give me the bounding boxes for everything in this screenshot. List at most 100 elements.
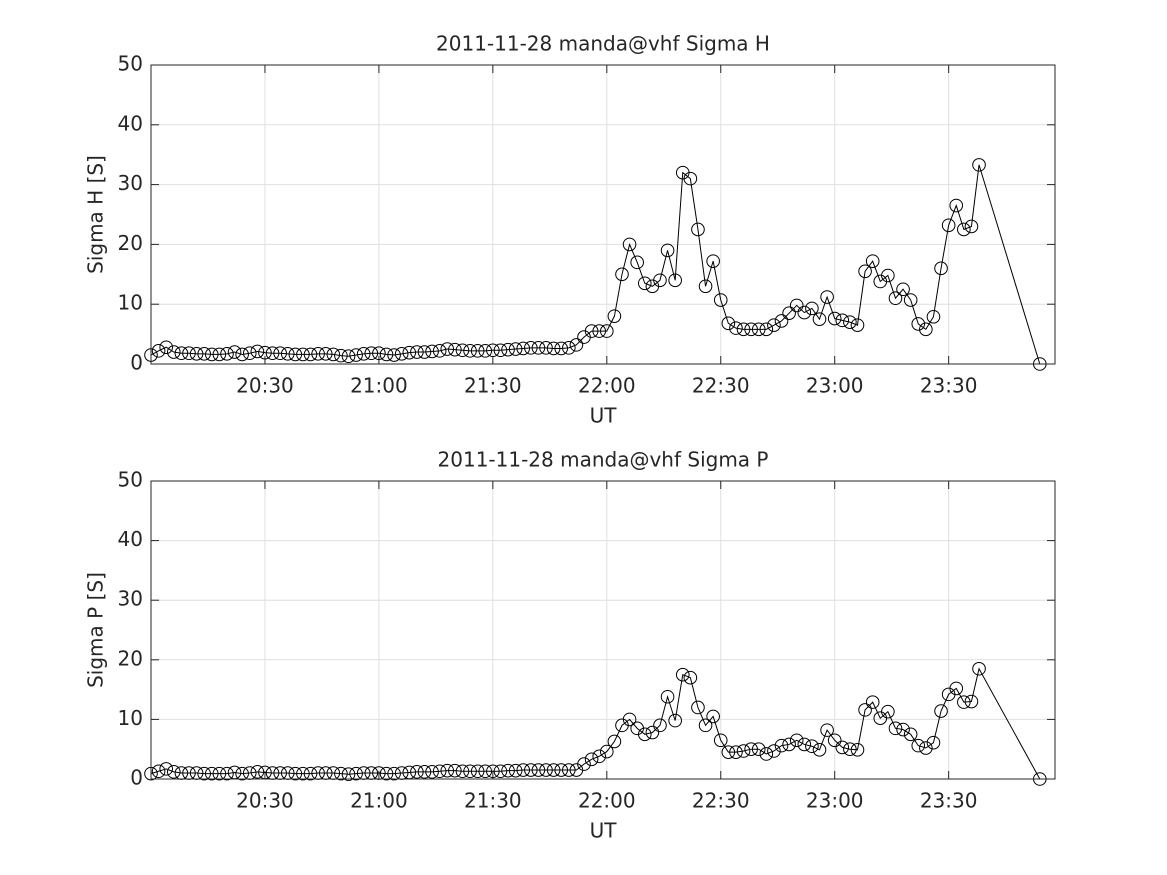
data-point (478, 764, 493, 779)
data-point (531, 763, 546, 777)
data-point (926, 735, 941, 750)
y-tick-label: 30 (118, 587, 143, 611)
data-point (820, 290, 834, 304)
data-point (440, 763, 455, 778)
data-point (835, 740, 850, 755)
data-point (493, 343, 508, 358)
data-point (660, 243, 675, 258)
y-axis-label: Sigma P [S] (84, 572, 108, 688)
data-point (744, 742, 758, 757)
data-point (850, 318, 865, 332)
data-point (744, 322, 758, 337)
data-point (592, 324, 607, 338)
data-point (455, 343, 470, 358)
data-point (957, 222, 971, 237)
data-point (949, 681, 964, 696)
y-tick-label: 30 (118, 171, 143, 195)
data-point (599, 324, 614, 338)
data-point (881, 268, 895, 283)
y-axis-label: Sigma H [S] (84, 155, 108, 274)
data-point (516, 341, 531, 356)
chart-title: 2011-11-28 manda@vhf Sigma H (436, 32, 770, 56)
data-point (318, 347, 333, 361)
data-point (455, 764, 470, 779)
data-point (698, 279, 713, 294)
data-point (531, 341, 546, 355)
data-point (463, 764, 477, 779)
data-point (394, 347, 409, 361)
data-point (888, 291, 903, 306)
data-line (150, 667, 1041, 780)
data-point (288, 347, 303, 362)
data-point (273, 346, 287, 361)
data-point (706, 709, 720, 724)
data-point (653, 718, 667, 733)
data-point (903, 727, 918, 742)
data-point (258, 345, 272, 360)
axes-box (150, 64, 1056, 365)
x-axis-label: UT (590, 404, 618, 428)
data-point (896, 722, 910, 737)
data-point (919, 322, 933, 337)
data-point (364, 346, 379, 361)
data-point (713, 293, 728, 307)
y-tick-label: 10 (118, 291, 143, 315)
data-point (470, 764, 485, 779)
data-point (265, 346, 280, 361)
data-point (751, 322, 766, 337)
data-point (782, 306, 796, 320)
y-tick-label: 40 (118, 527, 143, 551)
data-point (501, 763, 515, 778)
data-point (493, 764, 508, 779)
data-point (850, 742, 865, 757)
data-point (736, 744, 751, 758)
y-tick-label: 20 (118, 646, 143, 670)
data-point (524, 763, 538, 777)
data-point (174, 346, 189, 361)
data-point (820, 723, 834, 737)
data-point (607, 734, 622, 749)
data-point (584, 324, 599, 338)
data-point (356, 347, 371, 361)
data-point (637, 727, 652, 742)
data-point (858, 264, 872, 279)
data-point (220, 347, 234, 361)
data-point (622, 712, 637, 727)
data-point (516, 763, 531, 777)
data-point (379, 347, 394, 362)
data-point (919, 741, 933, 755)
data-point (941, 218, 956, 233)
x-tick-label: 22:00 (578, 789, 636, 813)
data-point (341, 767, 356, 782)
data-point (858, 703, 872, 717)
data-point (432, 764, 447, 779)
data-point (660, 689, 675, 704)
data-point (417, 765, 432, 779)
data-point (782, 737, 796, 752)
data-point (410, 345, 424, 359)
data-point (341, 349, 356, 364)
x-tick-label: 23:30 (920, 789, 978, 813)
data-line (150, 164, 1041, 365)
data-point (675, 667, 690, 682)
x-tick-label: 20:30 (236, 374, 294, 398)
data-point (478, 344, 493, 358)
data-point (425, 765, 439, 779)
data-point (242, 346, 257, 361)
x-tick-label: 21:00 (350, 789, 408, 813)
data-point (448, 342, 462, 357)
data-point (926, 309, 941, 324)
data-point (835, 313, 850, 328)
data-point (668, 713, 682, 728)
data-point (151, 764, 166, 779)
data-point (227, 345, 242, 359)
data-point (546, 763, 561, 777)
data-point (562, 763, 576, 777)
data-point (288, 766, 303, 781)
data-point (539, 763, 553, 777)
data-point (615, 267, 629, 282)
data-point (896, 282, 910, 297)
data-point (197, 347, 211, 361)
data-point (204, 766, 219, 781)
y-tick-label: 20 (118, 231, 143, 255)
